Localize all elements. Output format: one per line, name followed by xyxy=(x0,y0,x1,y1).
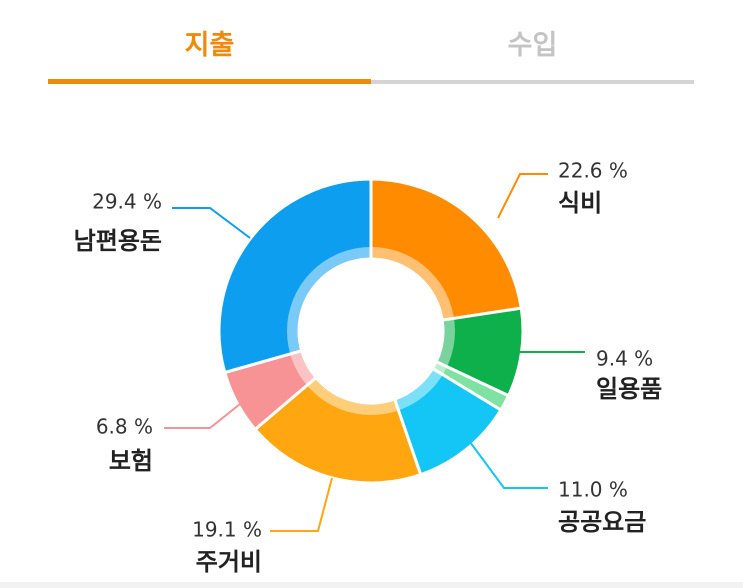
category-label: 보험 xyxy=(109,447,153,475)
value-label: 6.8 % xyxy=(96,415,153,439)
donut-hole xyxy=(300,260,442,402)
leader-line xyxy=(497,173,548,219)
tab-bar: 지출 수입 xyxy=(48,0,694,84)
value-label: 11.0 % xyxy=(558,478,628,502)
tab-expense-indicator xyxy=(48,79,371,84)
value-label: 29.4 % xyxy=(92,190,162,214)
tab-income[interactable]: 수입 xyxy=(371,0,694,84)
donut-inner-ring xyxy=(287,247,455,415)
bottom-divider xyxy=(0,582,743,588)
category-label: 일용품 xyxy=(596,375,662,403)
value-label: 19.1 % xyxy=(192,518,262,542)
tab-income-indicator xyxy=(371,80,694,84)
category-label: 남편용돈 xyxy=(74,227,162,255)
tab-expense[interactable]: 지출 xyxy=(48,0,371,84)
leader-line xyxy=(469,441,548,489)
slice-주거비 xyxy=(252,375,423,485)
leader-line xyxy=(270,477,333,532)
value-label: 9.4 % xyxy=(596,347,653,371)
tab-income-label: 수입 xyxy=(507,29,558,61)
category-label: 식비 xyxy=(558,189,602,217)
leader-line xyxy=(164,403,241,429)
slice-남편용돈 xyxy=(217,177,373,375)
category-label: 주거비 xyxy=(196,548,262,576)
value-label: 22.6 % xyxy=(558,159,628,183)
category-label: 공공요금 xyxy=(558,508,646,536)
leader-line xyxy=(172,207,251,239)
slice-식비 xyxy=(369,177,523,322)
tab-expense-label: 지출 xyxy=(184,29,235,61)
